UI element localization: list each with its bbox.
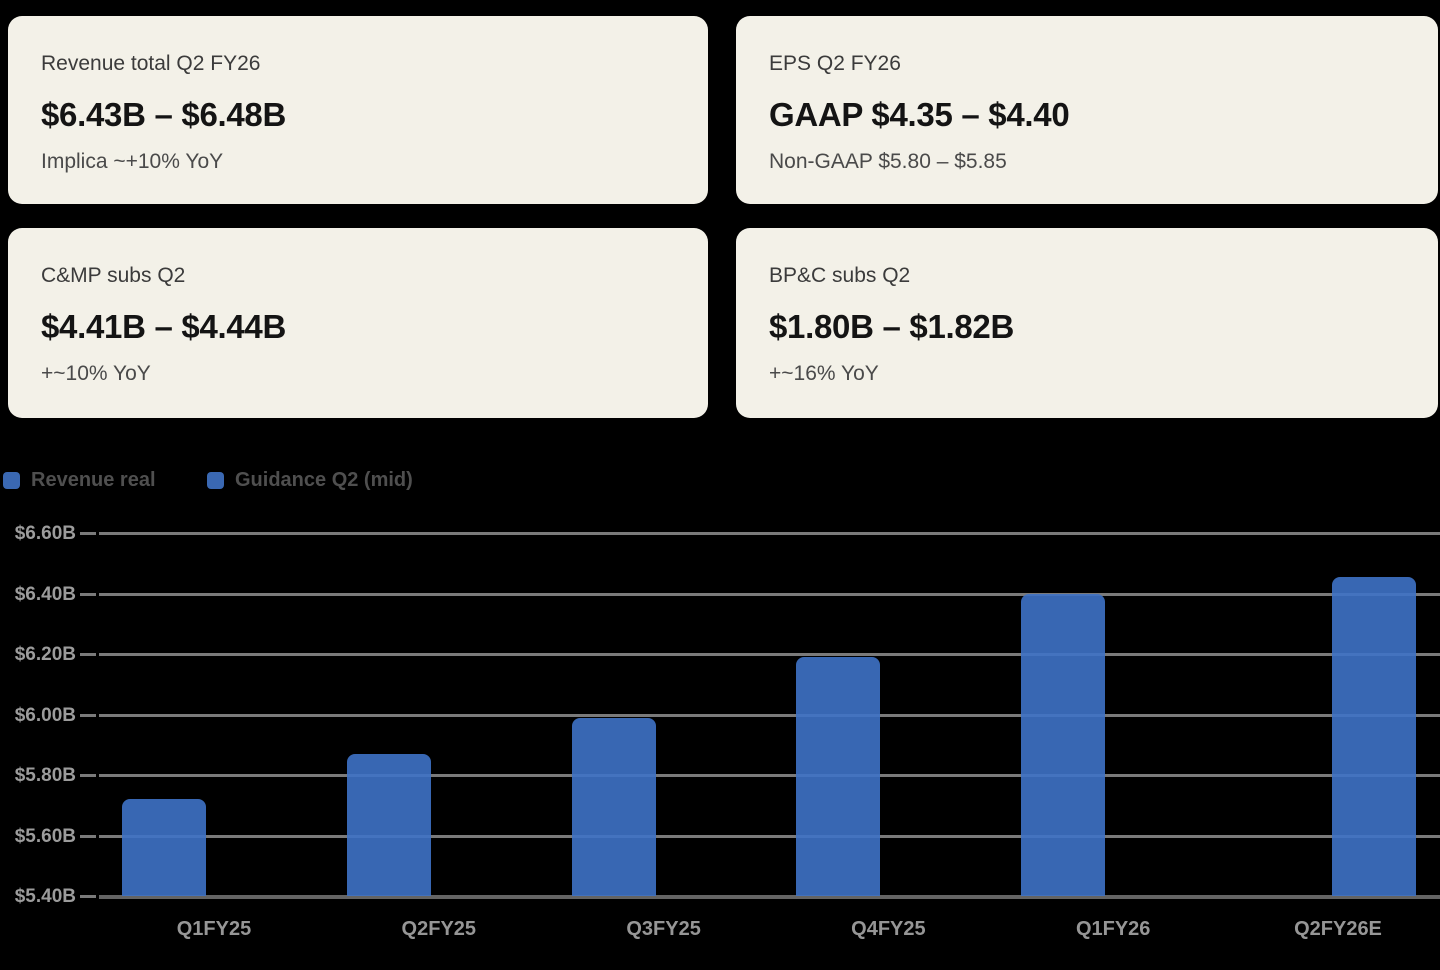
kpi-card-bpc-subs: BP&C subs Q2 $1.80B – $1.82B +~16% YoY (736, 228, 1438, 418)
y-axis-label: $6.00B (14, 704, 76, 726)
x-axis-label: Q4FY25 (851, 918, 926, 940)
legend-label: Guidance Q2 (mid) (235, 468, 413, 491)
y-axis-tick-mark (80, 774, 96, 777)
card-title: Revenue total Q2 FY26 (41, 52, 261, 75)
x-axis-baseline (99, 895, 1440, 899)
card-subtitle: Implica ~+10% YoY (41, 150, 224, 173)
y-axis-label: $6.60B (14, 523, 76, 544)
card-value: $1.80B – $1.82B (769, 308, 1015, 345)
y-axis-tick-mark (80, 834, 96, 838)
y-axis-tick-mark (80, 713, 96, 717)
gridline (99, 592, 1440, 596)
card-subtitle: Non-GAAP $5.80 – $5.85 (769, 150, 1007, 173)
legend-item-revenue-real[interactable]: Revenue real (3, 468, 156, 491)
y-axis-label: $5.60B (14, 825, 76, 847)
x-axis-label: Q2FY25 (401, 918, 477, 940)
y-axis-tick-mark (80, 895, 96, 898)
legend-swatch-icon (207, 471, 224, 489)
gridline (99, 774, 1440, 777)
y-axis-tick-mark (80, 653, 96, 656)
legend-swatch-icon (3, 471, 20, 489)
card-title: EPS Q2 FY26 (769, 52, 901, 75)
gridline (99, 834, 1440, 838)
legend-label: Revenue real (31, 468, 156, 491)
y-axis-label: $6.20B (14, 644, 76, 665)
gridline (99, 713, 1440, 717)
x-axis-label: Q1FY25 (176, 918, 252, 940)
y-axis-label: $5.40B (14, 886, 76, 907)
gridline (99, 532, 1440, 535)
y-axis-tick-mark (80, 592, 96, 596)
gridline (99, 653, 1440, 656)
bar-revenue-real-q4fy25[interactable] (796, 657, 881, 896)
card-subtitle: +~16% YoY (769, 362, 879, 385)
card-title: BP&C subs Q2 (769, 264, 911, 287)
card-title: C&MP subs Q2 (41, 264, 186, 287)
y-axis-label: $6.40B (14, 583, 76, 605)
bar-revenue-real-q1fy26[interactable] (1021, 593, 1106, 896)
bar-revenue-real-q2fy25[interactable] (346, 753, 431, 896)
bar-revenue-real-q1fy25[interactable] (122, 799, 206, 896)
bar-revenue-real-q3fy25[interactable] (571, 717, 656, 896)
kpi-card-revenue-total: Revenue total Q2 FY26 $6.43B – $6.48B Im… (8, 16, 708, 204)
card-value: $6.43B – $6.48B (41, 96, 287, 133)
kpi-card-eps: EPS Q2 FY26 GAAP $4.35 – $4.40 Non-GAAP … (736, 16, 1438, 204)
kpi-card-cmp-subs: C&MP subs Q2 $4.41B – $4.44B +~10% YoY (8, 228, 708, 418)
bar-guidance-q2-mid-q2fy26e[interactable] (1332, 576, 1416, 896)
card-subtitle: +~10% YoY (41, 362, 151, 385)
y-axis-tick-mark (80, 532, 96, 535)
x-axis-label: Q1FY26 (1075, 918, 1151, 940)
y-axis-label: $5.80B (14, 765, 76, 786)
card-value: $4.41B – $4.44B (41, 308, 287, 345)
x-axis-label: Q3FY25 (626, 918, 701, 940)
card-value: GAAP $4.35 – $4.40 (769, 96, 1070, 133)
legend-item-guidance[interactable]: Guidance Q2 (mid) (207, 468, 413, 491)
x-axis-label: Q2FY26E (1294, 918, 1382, 940)
